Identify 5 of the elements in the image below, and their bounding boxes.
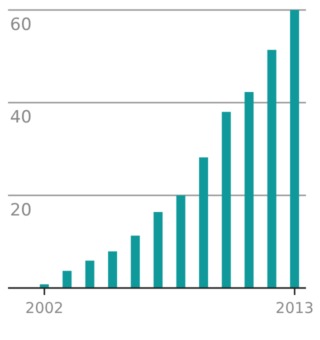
y-tick-label: 40 — [10, 108, 32, 128]
x-tick-label: 2002 — [25, 299, 64, 317]
y-tick-label: 20 — [10, 200, 32, 220]
x-tick-label: 2013 — [276, 299, 314, 317]
y-tick-label: 60 — [10, 15, 32, 35]
